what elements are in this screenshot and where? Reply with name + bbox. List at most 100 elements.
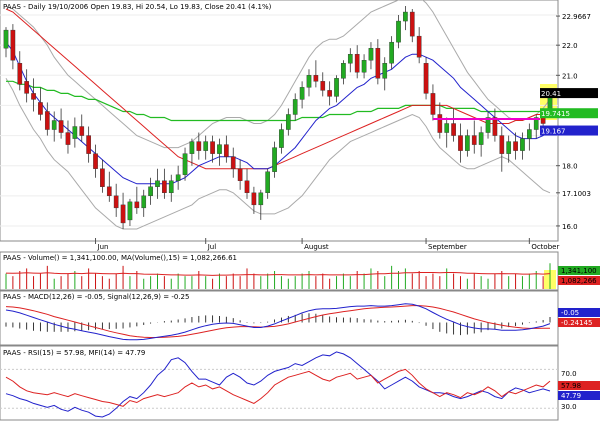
volume-label: PAAS - Volume() = 1,341,100.00, MA(Volum…	[3, 254, 237, 262]
candle-body	[458, 135, 463, 151]
candles	[3, 6, 553, 229]
candle-body	[24, 81, 29, 94]
candle-body	[513, 141, 518, 151]
macd-value-tag	[558, 308, 600, 317]
rsi-value: 57.98	[561, 382, 581, 390]
candle-body	[3, 29, 9, 49]
candle-body	[106, 186, 112, 197]
price-tag-bg	[540, 125, 598, 136]
macd-panel: PAAS - MACD(12,26) = -0.05, Signal(12,26…	[0, 290, 600, 346]
candle-body	[409, 11, 415, 37]
candle-body	[224, 144, 229, 157]
candle-body	[430, 93, 436, 115]
candle-body	[334, 78, 339, 97]
signal-value: -0.24145	[561, 319, 592, 327]
signal-value-tag	[558, 318, 600, 327]
candle-body	[31, 93, 36, 100]
price-tick-label: 18.0	[562, 163, 578, 171]
candle-body	[423, 63, 429, 94]
candle-body	[65, 132, 71, 145]
ma-green-line	[6, 80, 550, 122]
candle-body	[38, 102, 43, 115]
price-tag-bg	[540, 108, 598, 119]
candle-body	[162, 180, 167, 194]
candle-body	[127, 201, 133, 221]
candle-body	[389, 41, 394, 64]
candle-body	[520, 138, 525, 151]
candle-body	[506, 141, 512, 154]
price-panel-frame	[0, 0, 559, 242]
price-tick-label: 22.0	[562, 42, 578, 50]
price-axis: 22.9667 22.0 21.0 20.41 19.7415 19.167 18.0 17.…	[540, 13, 598, 231]
macd-value: -0.05	[561, 309, 579, 317]
candle-body	[368, 47, 374, 61]
candle-body	[175, 174, 181, 181]
macd-line	[5, 303, 551, 341]
rsi-axis-30: 30.0	[561, 403, 577, 411]
candle-body	[451, 123, 456, 136]
price-tick-label: 21.0	[562, 72, 578, 80]
candle-body	[113, 195, 119, 209]
candle-body	[444, 123, 450, 133]
ma-red-line	[5, 8, 551, 170]
candle-body	[168, 180, 174, 194]
candle-body	[217, 144, 222, 154]
volume-ma-value: 1,082,266	[561, 277, 597, 285]
month-label: Jul	[207, 243, 217, 251]
candle-body	[533, 117, 539, 130]
price-tick-label: 19.7415	[541, 110, 570, 118]
candle-body	[306, 75, 312, 88]
month-ticks: Jun Jul August September October	[95, 238, 559, 251]
month-label: October	[531, 243, 559, 251]
candle-body	[382, 63, 388, 79]
month-label: Jun	[97, 243, 109, 251]
candle-body	[100, 168, 105, 187]
volume-value: 1,341,100	[561, 267, 597, 275]
volume-panel: PAAS - Volume() = 1,341,100.00, MA(Volum…	[0, 251, 600, 291]
candle-body	[375, 47, 381, 79]
rsi-label: PAAS - RSI(15) = 57.98, MFI(14) = 47.79	[3, 349, 145, 357]
candle-body	[265, 171, 271, 194]
mfi-line	[5, 351, 551, 418]
price-tick-label: 22.9667	[562, 13, 591, 21]
candle-body	[210, 141, 215, 154]
candle-body	[341, 63, 346, 79]
rsi-axis-70: 70.0	[561, 370, 577, 378]
candle-body	[44, 111, 50, 130]
candle-body	[189, 141, 195, 154]
candle-body	[148, 186, 153, 197]
candle-body	[396, 20, 401, 43]
candle-body	[93, 153, 98, 169]
candle-body	[313, 75, 319, 82]
candle-body	[120, 204, 126, 224]
rsi-grid	[0, 368, 558, 409]
candle-body	[437, 114, 443, 133]
candle-body	[141, 195, 147, 209]
month-label: September	[428, 243, 467, 251]
candle-body	[285, 114, 291, 130]
macd-label: PAAS - MACD(12,26) = -0.05, Signal(12,26…	[3, 293, 189, 301]
candle-body	[230, 156, 236, 169]
x-axis: Jun Jul August September October	[95, 238, 559, 251]
candle-body	[485, 117, 491, 133]
volume-ma-line	[5, 272, 551, 276]
candle-body	[416, 35, 422, 58]
candle-body	[244, 180, 250, 194]
candle-body	[540, 117, 546, 124]
rsi-line	[5, 368, 551, 407]
rsi-lines	[5, 351, 551, 418]
candle-body	[403, 11, 408, 22]
mfi-value: 47.79	[561, 392, 581, 400]
price-tick-label: 16.0	[562, 223, 578, 231]
candle-body	[182, 153, 188, 175]
candle-body	[347, 54, 353, 64]
candle-body	[272, 147, 277, 172]
candle-body	[471, 135, 477, 145]
price-tag-bg	[540, 88, 598, 99]
price-tick-label: 20.41	[541, 90, 561, 98]
candle-body	[72, 126, 78, 139]
price-panel: PAAS - Daily 19/10/2006 Open 19.83, Hi 2…	[0, 0, 598, 242]
candle-body	[299, 87, 305, 100]
mfi-value-tag	[558, 391, 600, 400]
